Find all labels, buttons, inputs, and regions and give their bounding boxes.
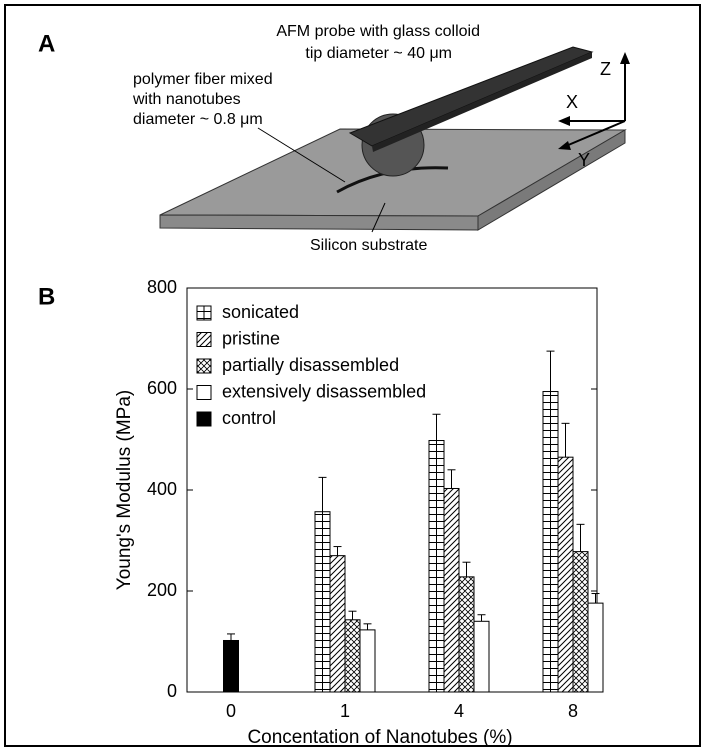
y-tick-label: 800 xyxy=(147,277,177,297)
substrate-label: Silicon substrate xyxy=(310,237,427,254)
legend-label: extensively disassembled xyxy=(222,381,426,401)
bar xyxy=(223,639,239,693)
panel-label: A xyxy=(38,30,55,57)
plot-frame xyxy=(186,287,598,693)
axis-x-label: X xyxy=(566,92,578,112)
bar xyxy=(359,629,376,693)
x-tick-label: 4 xyxy=(454,701,464,721)
axis-z-label: Z xyxy=(600,59,611,79)
bar xyxy=(587,602,604,693)
leader-line xyxy=(371,202,386,233)
bar xyxy=(572,551,589,693)
bar xyxy=(344,619,361,693)
legend-swatch xyxy=(196,385,212,400)
legend-label: control xyxy=(222,408,276,428)
bar xyxy=(329,555,346,693)
substrate-side xyxy=(477,129,626,231)
probe-label: tip diameter ~ 40 μm xyxy=(305,45,452,62)
fiber-label: polymer fiber mixed xyxy=(133,71,273,88)
y-tick-label: 600 xyxy=(147,378,177,398)
legend-label: pristine xyxy=(222,328,280,348)
leader-line xyxy=(257,127,346,183)
y-tick-label: 200 xyxy=(147,580,177,600)
x-axis-title: Concentation of Nanotubes (%) xyxy=(247,727,512,748)
bar xyxy=(458,576,475,693)
y-axis-title: Young's Modulus (MPa) xyxy=(114,390,135,590)
frame xyxy=(4,4,701,747)
y-tick-label: 400 xyxy=(147,479,177,499)
legend-swatch xyxy=(196,411,212,427)
x-tick-label: 1 xyxy=(340,701,350,721)
bar xyxy=(557,456,574,693)
probe-edge xyxy=(372,52,592,152)
substrate-front xyxy=(159,214,479,231)
fiber-label: diameter ~ 0.8 μm xyxy=(133,111,263,128)
axes-arrows xyxy=(558,52,630,150)
legend-swatch xyxy=(196,332,212,347)
bar xyxy=(473,620,490,693)
legend-swatch xyxy=(196,358,212,374)
bar xyxy=(443,487,460,693)
probe-label: AFM probe with glass colloid xyxy=(276,23,480,40)
fiber-label: with nanotubes xyxy=(132,91,241,108)
x-tick-label: 0 xyxy=(226,701,236,721)
x-tick-label: 8 xyxy=(568,701,578,721)
axis-y-label: Y xyxy=(578,150,590,170)
legend-label: partially disassembled xyxy=(222,355,399,375)
legend-label: sonicated xyxy=(222,302,299,322)
y-tick-label: 0 xyxy=(167,681,177,701)
panel-label: B xyxy=(38,283,55,310)
